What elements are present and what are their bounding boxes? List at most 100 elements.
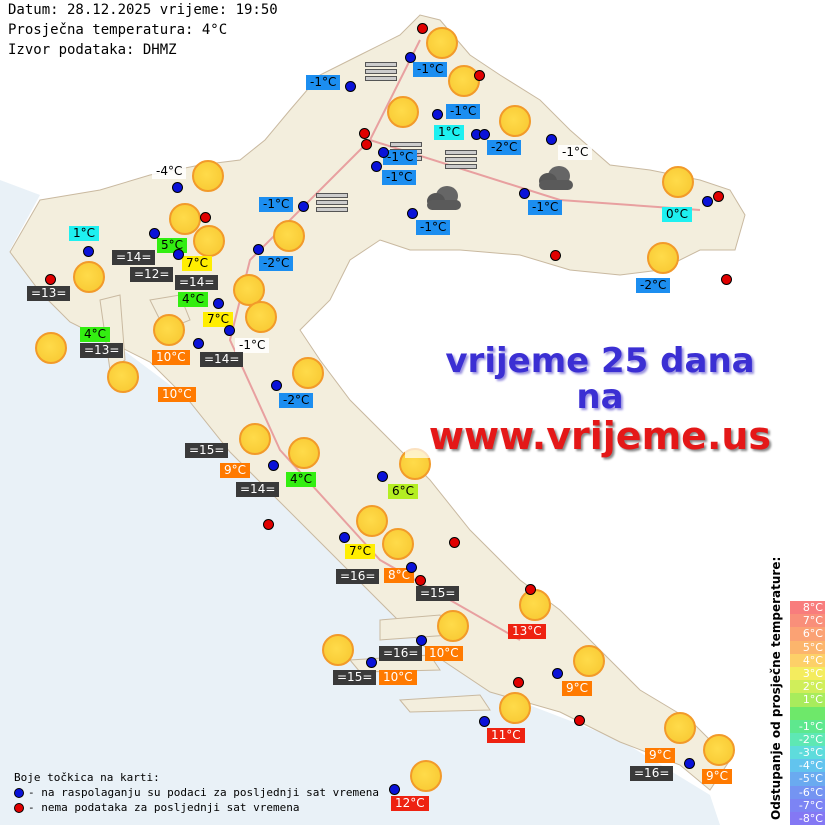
- station-dot-available[interactable]: [702, 196, 713, 207]
- sun-icon: [426, 27, 458, 59]
- station-dot-unavailable[interactable]: [361, 139, 372, 150]
- temperature-label: 9°C: [702, 769, 733, 784]
- temperature-label: 0°C: [662, 207, 693, 222]
- station-dot-available[interactable]: [416, 635, 427, 646]
- temperature-label: -1°C: [383, 150, 418, 165]
- ad-link[interactable]: www.vrijeme.us: [428, 414, 772, 458]
- station-dot-unavailable[interactable]: [417, 23, 428, 34]
- ad-line-2[interactable]: na: [576, 377, 624, 417]
- temperature-label: 4°C: [178, 292, 209, 307]
- sun-icon: [292, 357, 324, 389]
- temperature-label: -2°C: [279, 393, 314, 408]
- station-dot-available[interactable]: [213, 298, 224, 309]
- station-dot-unavailable[interactable]: [200, 212, 211, 223]
- station-dot-available[interactable]: [371, 161, 382, 172]
- temperature-label: =15=: [416, 586, 460, 601]
- temperature-label: -4°C: [152, 164, 187, 179]
- station-dot-available[interactable]: [193, 338, 204, 349]
- temperature-label: 6°C: [388, 484, 419, 499]
- station-dot-unavailable[interactable]: [359, 128, 370, 139]
- temperature-label: -1°C: [382, 170, 417, 185]
- station-dot-unavailable[interactable]: [449, 537, 460, 548]
- temperature-label: -1°C: [446, 104, 481, 119]
- sun-icon: [703, 734, 735, 766]
- station-dot-available[interactable]: [684, 758, 695, 769]
- station-dot-available[interactable]: [345, 81, 356, 92]
- scale-step: -7°C: [790, 798, 825, 812]
- station-dot-available[interactable]: [339, 532, 350, 543]
- temperature-label: -1°C: [259, 197, 294, 212]
- sun-icon: [107, 361, 139, 393]
- temperature-label: -1°C: [413, 62, 448, 77]
- fog-icon: [316, 193, 348, 214]
- temperature-label: 13°C: [508, 624, 546, 639]
- station-dot-unavailable[interactable]: [263, 519, 274, 530]
- station-dot-available[interactable]: [546, 134, 557, 145]
- scale-step: 7°C: [790, 614, 825, 628]
- temperature-label: 9°C: [645, 748, 676, 763]
- temperature-label: 4°C: [80, 327, 111, 342]
- station-dot-available[interactable]: [405, 52, 416, 63]
- deviation-scale: 8°C 7°C 6°C 5°C 4°C 3°C 2°C 1°C -1°C -2°C -3°C -4°C…: [790, 601, 825, 825]
- station-dot-unavailable[interactable]: [550, 250, 561, 261]
- station-dot-available[interactable]: [432, 109, 443, 120]
- temperature-label: 7°C: [182, 256, 213, 271]
- station-dot-unavailable[interactable]: [525, 584, 536, 595]
- station-dot-available[interactable]: [552, 668, 563, 679]
- temperature-label: =14=: [112, 250, 156, 265]
- station-dot-available[interactable]: [172, 182, 183, 193]
- ad-banner[interactable]: vrijeme 25 dana na www.vrijeme.us: [405, 343, 795, 458]
- sun-icon: [233, 274, 265, 306]
- station-dot-available[interactable]: [253, 244, 264, 255]
- station-dot-available[interactable]: [268, 460, 279, 471]
- temperature-label: 10°C: [158, 387, 196, 402]
- scale-step: -2°C: [790, 732, 825, 747]
- station-dot-unavailable[interactable]: [513, 677, 524, 688]
- station-dot-available[interactable]: [298, 201, 309, 212]
- station-dot-available[interactable]: [479, 129, 490, 140]
- sun-icon: [288, 437, 320, 469]
- sun-icon: [499, 692, 531, 724]
- station-dot-unavailable[interactable]: [474, 70, 485, 81]
- station-dot-available[interactable]: [407, 208, 418, 219]
- station-dot-available[interactable]: [173, 249, 184, 260]
- sun-icon: [499, 105, 531, 137]
- station-dot-available[interactable]: [366, 657, 377, 668]
- scale-step: 3°C: [790, 666, 825, 681]
- scale-step: 6°C: [790, 627, 825, 641]
- sun-icon: [410, 760, 442, 792]
- station-dot-unavailable[interactable]: [45, 274, 56, 285]
- station-dot-unavailable[interactable]: [415, 575, 426, 586]
- average-temperature-line: Prosječna temperatura: 4°C: [8, 22, 228, 38]
- station-dot-unavailable[interactable]: [721, 274, 732, 285]
- scale-step: 5°C: [790, 640, 825, 654]
- scale-step: -3°C: [790, 746, 825, 760]
- island-korcula: [398, 694, 491, 713]
- ad-line-1[interactable]: vrijeme 25 dana: [445, 341, 755, 381]
- temperature-label: -1°C: [558, 145, 593, 160]
- station-dot-available[interactable]: [378, 147, 389, 158]
- station-dot-unavailable[interactable]: [713, 191, 724, 202]
- station-dot-available[interactable]: [377, 471, 388, 482]
- station-dot-available[interactable]: [389, 784, 400, 795]
- station-dot-available[interactable]: [83, 246, 94, 257]
- temperature-label: 10°C: [425, 646, 463, 661]
- station-dot-available[interactable]: [149, 228, 160, 239]
- red-dot-icon: [14, 803, 24, 813]
- date-time-line: Datum: 28.12.2025 vrijeme: 19:50: [8, 2, 278, 18]
- station-dot-available[interactable]: [224, 325, 235, 336]
- legend-blue-text: - na raspolaganju su podaci za posljednj…: [28, 786, 379, 799]
- temperature-label: -1°C: [306, 75, 341, 90]
- sun-icon: [356, 505, 388, 537]
- station-dot-available[interactable]: [271, 380, 282, 391]
- station-dot-available[interactable]: [479, 716, 490, 727]
- temperature-label: =14=: [175, 275, 219, 290]
- sun-icon: [387, 96, 419, 128]
- temperature-label: 10°C: [152, 350, 190, 365]
- temperature-label: =15=: [333, 670, 377, 685]
- station-dot-unavailable[interactable]: [574, 715, 585, 726]
- sun-icon: [647, 242, 679, 274]
- station-dot-available[interactable]: [406, 562, 417, 573]
- sun-icon: [239, 423, 271, 455]
- station-dot-available[interactable]: [519, 188, 530, 199]
